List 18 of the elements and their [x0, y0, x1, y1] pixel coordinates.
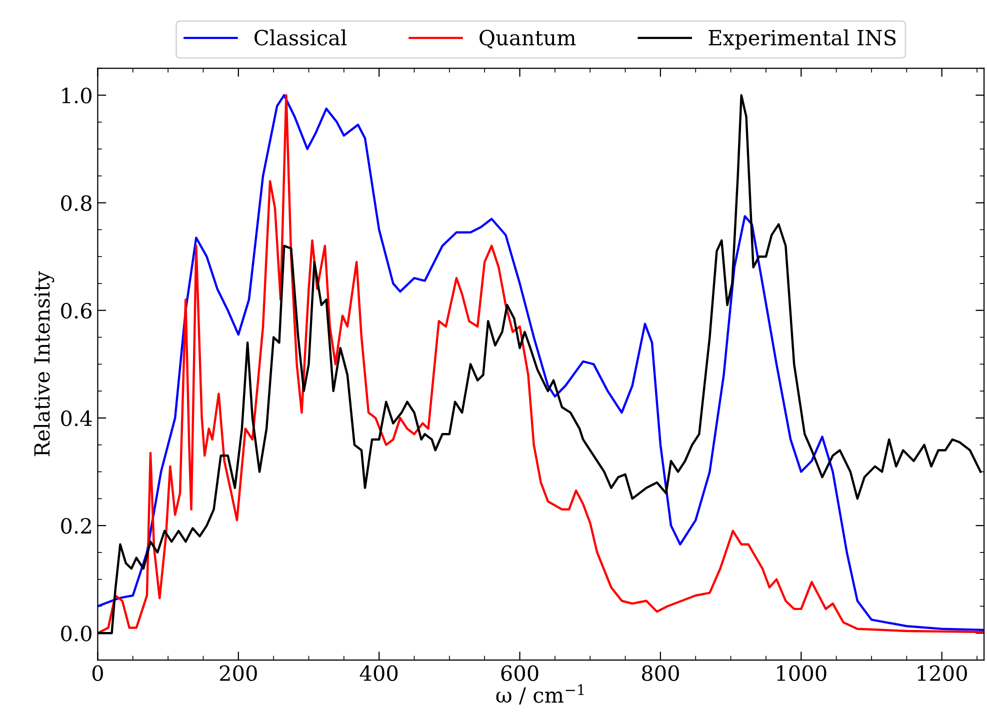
- legend-label: Quantum: [480, 30, 576, 49]
- x-tick-label: 0: [92, 665, 103, 682]
- x-tick-label: 1000: [777, 665, 826, 682]
- x-tick-label: 200: [220, 665, 257, 682]
- x-tick-label: 800: [642, 665, 679, 682]
- y-tick-label: 0.2: [61, 518, 91, 534]
- y-tick-label: 0.4: [61, 410, 92, 426]
- y-tick-label: 1.0: [62, 88, 92, 104]
- x-tick-label: 400: [360, 665, 398, 682]
- y-tick-label: 0.6: [61, 302, 92, 319]
- x-axis-title: ω / cm$^{−1}$: [496, 684, 584, 705]
- legend-label: Classical: [254, 29, 347, 46]
- x-tick-label: 600: [501, 665, 538, 682]
- x-tick-label: 1200: [918, 665, 967, 682]
- y-tick-label: 0.0: [61, 626, 92, 642]
- y-tick-label: 0.8: [61, 195, 92, 211]
- y-axis-title: Relative Intensity: [34, 271, 54, 456]
- legend-label: Experimental INS: [708, 29, 896, 50]
